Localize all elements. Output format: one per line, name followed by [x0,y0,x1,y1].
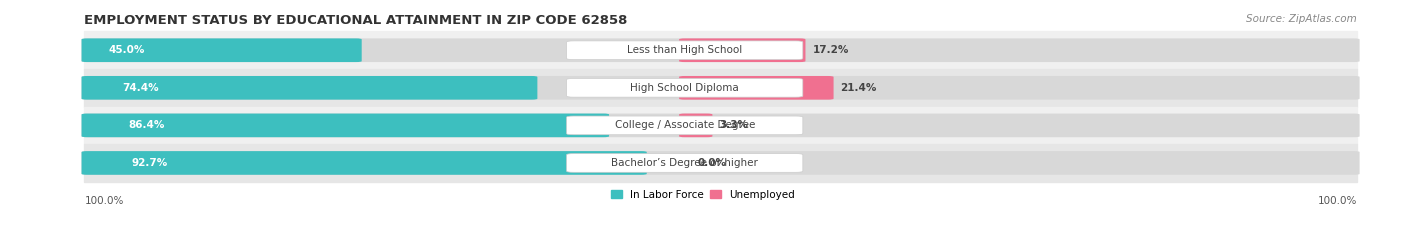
Text: 0.0%: 0.0% [697,158,727,168]
FancyBboxPatch shape [567,154,803,172]
FancyBboxPatch shape [679,76,834,100]
FancyBboxPatch shape [82,38,1360,62]
Text: 17.2%: 17.2% [813,45,849,55]
Text: 86.4%: 86.4% [128,120,165,130]
Bar [84,144,1357,182]
Bar [84,69,1357,107]
Text: 21.4%: 21.4% [841,83,877,93]
FancyBboxPatch shape [82,113,1360,137]
Bar [84,107,1357,144]
FancyBboxPatch shape [567,79,803,97]
Text: Source: ZipAtlas.com: Source: ZipAtlas.com [1246,14,1357,24]
FancyBboxPatch shape [567,116,803,135]
Text: EMPLOYMENT STATUS BY EDUCATIONAL ATTAINMENT IN ZIP CODE 62858: EMPLOYMENT STATUS BY EDUCATIONAL ATTAINM… [84,14,627,27]
FancyBboxPatch shape [82,38,361,62]
FancyBboxPatch shape [82,113,609,137]
FancyBboxPatch shape [82,151,1360,175]
Text: 3.3%: 3.3% [720,120,748,130]
Bar [84,31,1357,69]
Text: 45.0%: 45.0% [108,45,145,55]
FancyBboxPatch shape [82,76,1360,100]
FancyBboxPatch shape [679,38,806,62]
Text: 74.4%: 74.4% [122,83,159,93]
Text: Less than High School: Less than High School [627,45,742,55]
Text: High School Diploma: High School Diploma [630,83,740,93]
Legend: In Labor Force, Unemployed: In Labor Force, Unemployed [612,190,794,200]
Text: Bachelor’s Degree or higher: Bachelor’s Degree or higher [612,158,758,168]
FancyBboxPatch shape [679,113,713,137]
Text: 100.0%: 100.0% [84,196,124,206]
FancyBboxPatch shape [567,41,803,60]
Text: College / Associate Degree: College / Associate Degree [614,120,755,130]
Text: 100.0%: 100.0% [1317,196,1357,206]
FancyBboxPatch shape [82,76,537,100]
Text: 92.7%: 92.7% [132,158,167,168]
FancyBboxPatch shape [82,151,647,175]
